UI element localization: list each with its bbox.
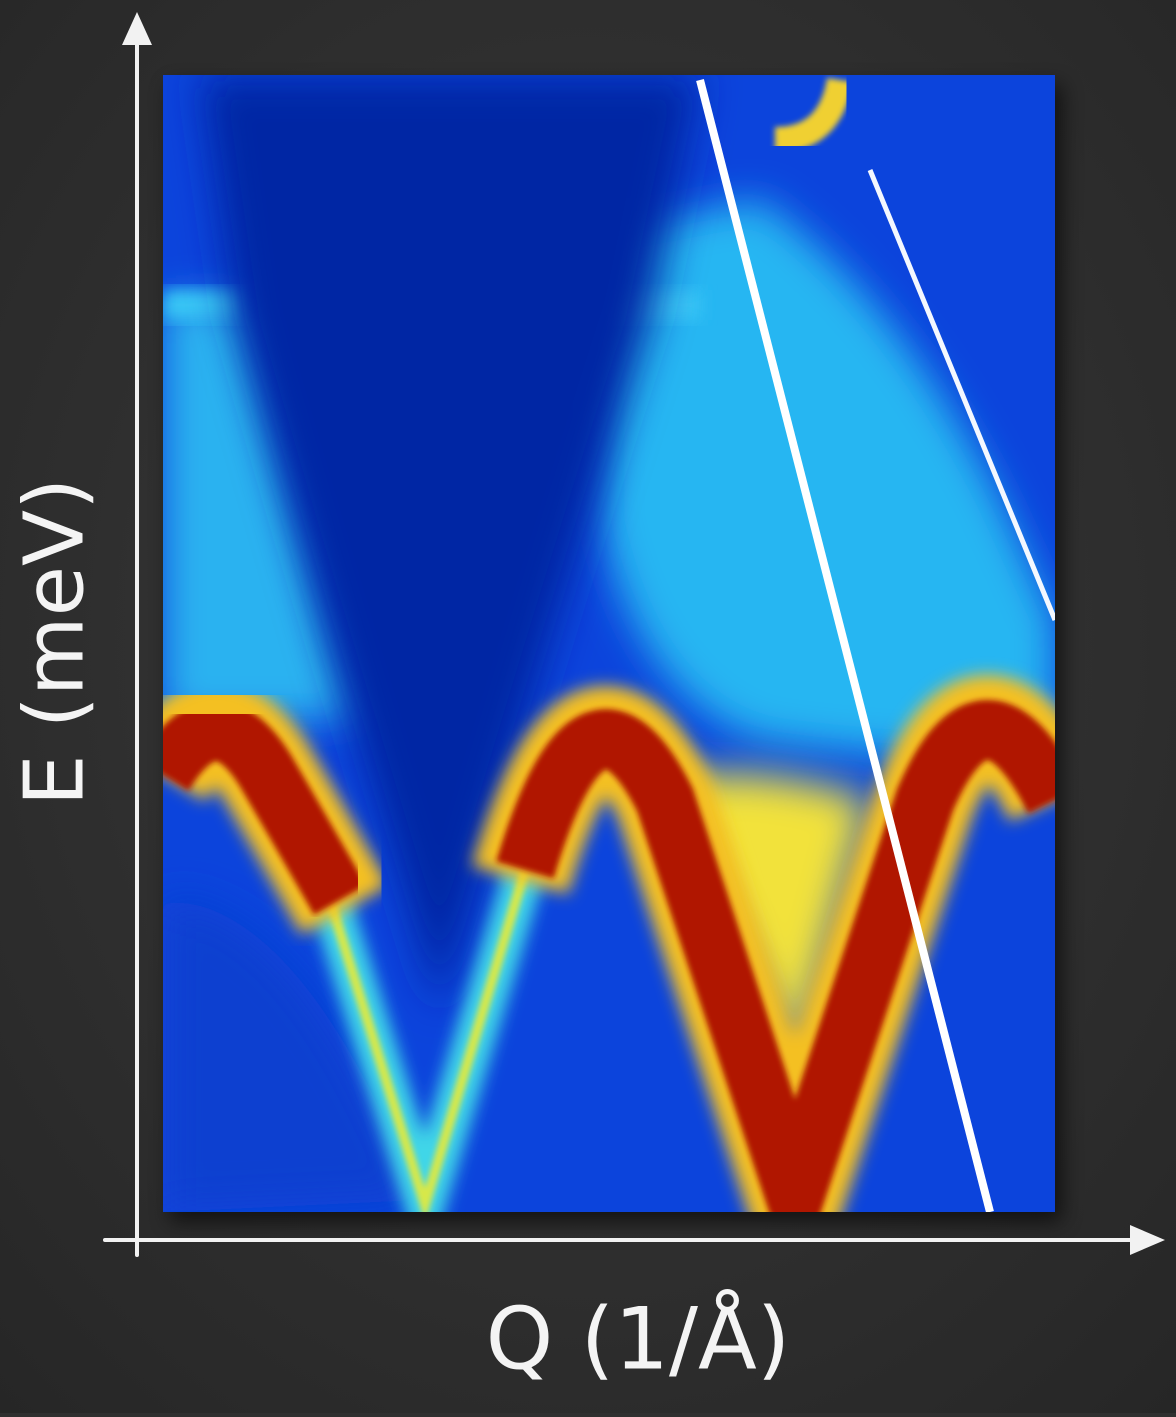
x-axis-arrow [1130, 1225, 1165, 1255]
heatmap [163, 75, 1055, 1212]
x-axis-label: Q (1/Å) [486, 1288, 791, 1389]
axes [103, 20, 1152, 1257]
y-axis-arrow [122, 12, 152, 45]
y-axis-label: E (meV) [7, 478, 102, 806]
